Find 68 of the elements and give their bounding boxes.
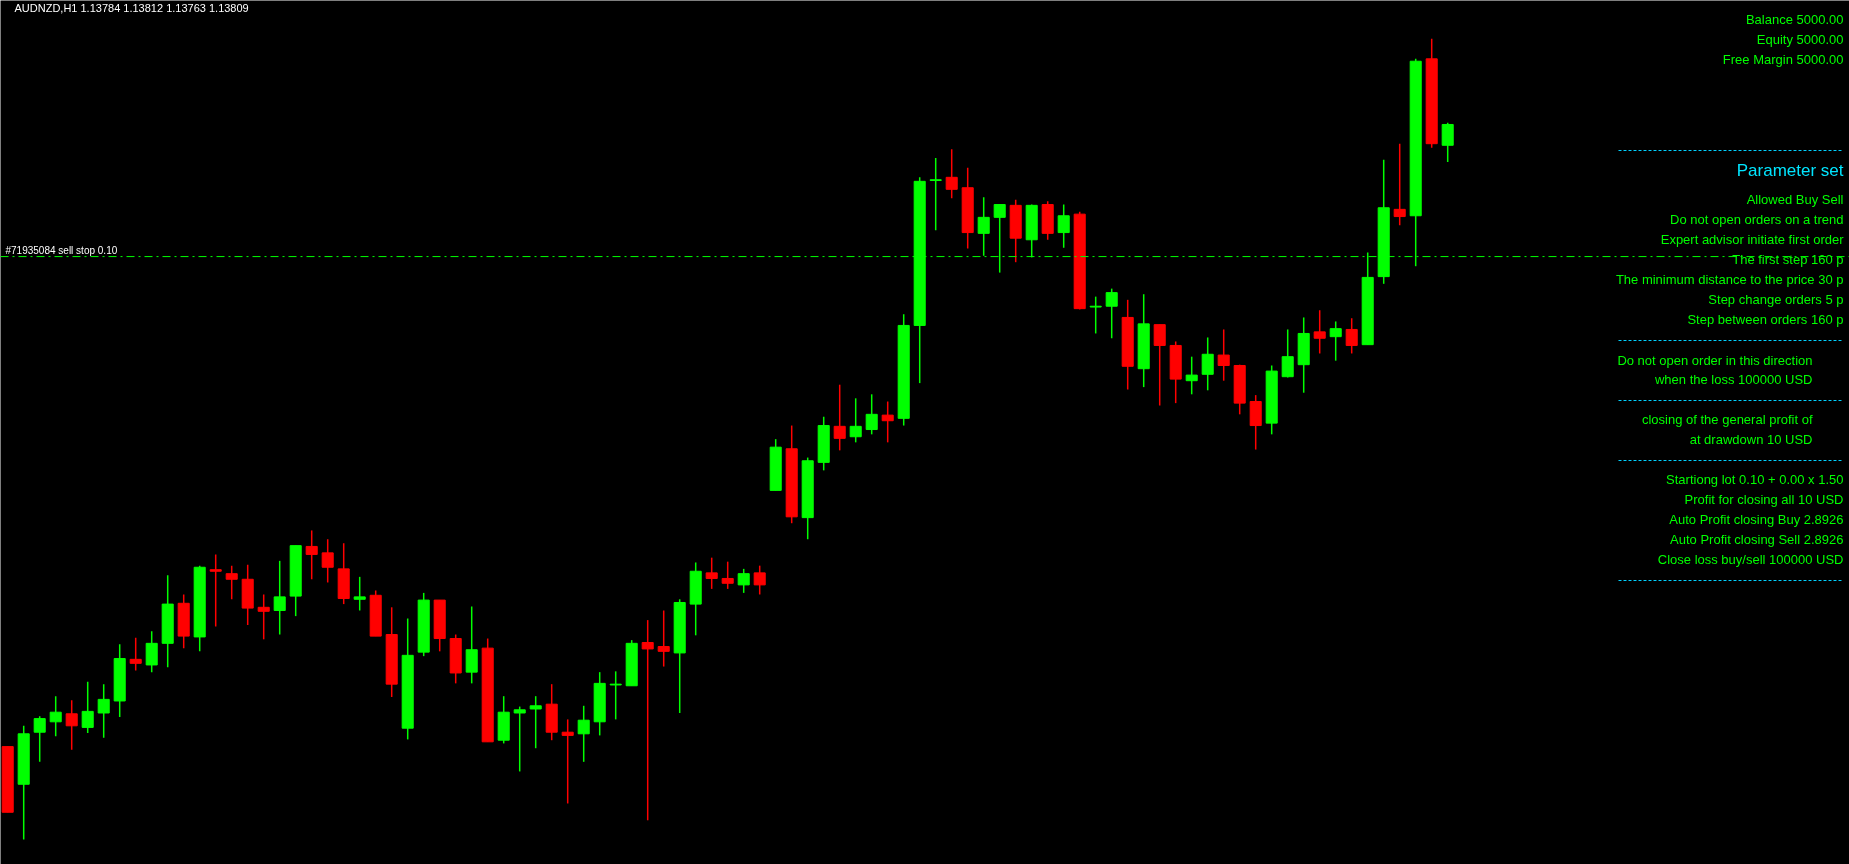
text: when the loss 100000 USD xyxy=(1653,372,1813,387)
candlestick xyxy=(641,619,654,822)
chart-title: AUDNZD,H1 1.13784 1.13812 1.13763 1.13809 xyxy=(14,1,249,14)
candlestick xyxy=(1105,287,1118,340)
candlestick xyxy=(929,157,942,231)
candlestick xyxy=(1089,295,1102,335)
text: at drawdown 10 USD xyxy=(1689,432,1813,447)
candlestick xyxy=(977,196,990,257)
candlestick xyxy=(1153,323,1166,407)
text: Do not open order in this direction xyxy=(1617,353,1813,368)
text: Parameter set xyxy=(1736,161,1844,180)
candlestick xyxy=(81,681,94,734)
candlestick xyxy=(1057,203,1070,249)
text: Step change orders 5 p xyxy=(1708,292,1844,307)
candlestick xyxy=(945,148,958,199)
candlestick xyxy=(273,560,286,636)
text: Auto Profit closing Sell 2.8926 xyxy=(1670,532,1844,547)
candlestick xyxy=(561,718,574,805)
ref-line-label: #71935084 sell stop 0.10 xyxy=(5,244,118,256)
candlestick xyxy=(513,705,526,773)
candlestick xyxy=(49,695,62,737)
candlestick xyxy=(257,593,270,641)
candlestick xyxy=(529,695,542,749)
candlestick xyxy=(129,636,142,672)
candlestick xyxy=(1217,328,1230,382)
candlestick xyxy=(1345,317,1358,355)
candlestick xyxy=(881,400,894,444)
candlestick xyxy=(1185,355,1198,396)
candlestick xyxy=(657,609,670,668)
candlestick xyxy=(225,564,238,601)
candlestick xyxy=(1201,336,1214,392)
candlestick xyxy=(97,683,110,739)
candlestick xyxy=(737,568,750,594)
candlestick xyxy=(33,715,46,763)
text: Close loss buy/sell 100000 USD xyxy=(1657,552,1844,567)
candlestick xyxy=(753,564,766,596)
candlestick xyxy=(849,397,862,444)
text: Equity 5000.00 xyxy=(1756,32,1844,47)
candlestick xyxy=(321,538,334,584)
text: Balance 5000.00 xyxy=(1745,12,1844,27)
candlestick xyxy=(145,630,158,673)
candlestick xyxy=(65,699,78,751)
candlestick xyxy=(1281,328,1294,379)
text: Profit for closing all 10 USD xyxy=(1684,492,1844,507)
candlestick xyxy=(305,529,318,581)
text: Auto Profit closing Buy 2.8926 xyxy=(1669,512,1844,527)
text: Do not open orders on a trend xyxy=(1670,212,1844,227)
candlestick xyxy=(833,383,846,452)
candlestick xyxy=(577,705,590,763)
candlestick xyxy=(1313,309,1326,355)
text: closing of the general profit of xyxy=(1641,412,1813,427)
text: Free Margin 5000.00 xyxy=(1722,52,1844,67)
candlestick xyxy=(1329,320,1342,362)
candlestick xyxy=(465,605,478,685)
text: Allowed Buy Sell xyxy=(1746,192,1844,207)
text: Expert advisor initiate first order xyxy=(1660,232,1845,247)
candlestick xyxy=(1441,122,1454,163)
candlestick xyxy=(609,670,622,721)
text: The first step 160 p xyxy=(1732,252,1844,267)
candlestick xyxy=(353,576,366,612)
text: Startiong lot 0.10 + 0.00 x 1.50 xyxy=(1666,472,1844,487)
text: Step between orders 160 p xyxy=(1687,312,1844,327)
candlestick xyxy=(865,393,878,436)
candlestick xyxy=(705,556,718,590)
candlestick xyxy=(721,560,734,590)
candlestick xyxy=(1393,142,1406,227)
text: The minimum distance to the price 30 p xyxy=(1615,272,1844,287)
candlestick xyxy=(209,553,222,628)
